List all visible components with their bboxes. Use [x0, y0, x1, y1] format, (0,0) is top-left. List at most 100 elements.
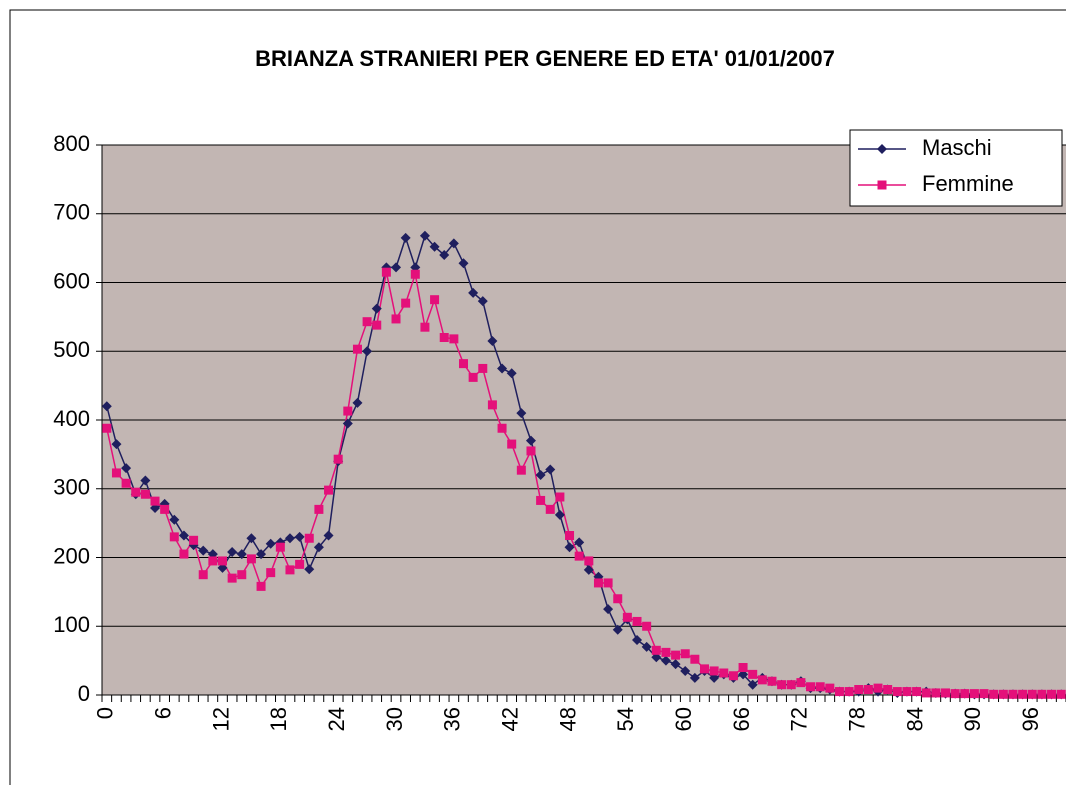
- marker: [507, 439, 517, 449]
- marker: [574, 537, 585, 548]
- marker: [111, 439, 122, 450]
- marker: [458, 258, 469, 269]
- marker: [189, 535, 199, 545]
- marker: [236, 549, 247, 560]
- legend-label: Maschi: [922, 135, 992, 160]
- y-tick-label: 400: [53, 406, 90, 431]
- x-tick-label: 6: [150, 707, 175, 719]
- marker: [584, 556, 594, 566]
- marker: [671, 650, 681, 660]
- marker: [101, 401, 112, 412]
- marker: [372, 320, 382, 330]
- marker: [256, 549, 267, 560]
- marker: [420, 322, 430, 332]
- marker: [969, 689, 979, 699]
- marker: [179, 549, 189, 559]
- marker: [430, 295, 440, 305]
- marker: [352, 397, 363, 408]
- x-tick-label: 36: [440, 707, 465, 731]
- marker: [998, 689, 1008, 699]
- legend-label: Femmine: [922, 171, 1014, 196]
- marker: [178, 530, 189, 541]
- marker: [680, 649, 690, 659]
- marker: [140, 475, 151, 486]
- marker: [459, 359, 468, 369]
- marker: [565, 531, 575, 540]
- marker: [497, 423, 507, 433]
- marker: [246, 554, 256, 564]
- marker: [160, 504, 170, 514]
- marker: [825, 683, 835, 693]
- x-tick-label: 0: [93, 707, 118, 719]
- marker: [661, 647, 671, 657]
- y-tick-label: 200: [53, 543, 90, 568]
- marker: [632, 635, 643, 645]
- x-tick-label: 24: [324, 707, 349, 731]
- marker: [487, 335, 498, 346]
- marker: [256, 581, 266, 591]
- marker: [275, 542, 285, 552]
- marker: [536, 495, 546, 505]
- marker: [921, 688, 931, 698]
- marker: [854, 685, 864, 694]
- y-tick-label: 700: [53, 200, 90, 225]
- y-tick-label: 500: [53, 337, 90, 362]
- x-tick-label: 78: [845, 707, 870, 731]
- marker: [892, 687, 902, 697]
- x-tick-label: 48: [555, 707, 580, 731]
- marker: [844, 687, 854, 697]
- marker: [545, 504, 555, 514]
- marker: [150, 496, 160, 506]
- x-tick-label: 60: [671, 707, 696, 731]
- marker: [757, 675, 767, 685]
- marker: [574, 551, 584, 561]
- marker: [583, 564, 594, 575]
- marker: [593, 578, 603, 588]
- marker: [477, 296, 488, 307]
- marker: [131, 487, 141, 497]
- marker: [680, 665, 691, 676]
- x-tick-label: 72: [787, 707, 812, 731]
- marker: [642, 621, 652, 631]
- marker: [660, 655, 671, 666]
- marker: [603, 604, 614, 615]
- marker: [314, 504, 324, 514]
- marker: [169, 532, 179, 542]
- marker: [391, 314, 401, 324]
- marker: [796, 678, 806, 688]
- marker: [294, 531, 305, 542]
- marker: [603, 578, 613, 588]
- marker: [516, 465, 526, 475]
- marker: [111, 468, 121, 478]
- marker: [767, 676, 777, 686]
- marker: [912, 687, 922, 697]
- marker: [1056, 689, 1066, 699]
- marker: [323, 530, 334, 541]
- marker: [439, 250, 450, 260]
- marker: [545, 464, 556, 475]
- marker: [535, 470, 546, 480]
- marker: [468, 287, 479, 298]
- marker: [613, 594, 623, 604]
- marker: [487, 400, 497, 410]
- x-tick-label: 84: [902, 707, 927, 731]
- marker: [883, 685, 893, 694]
- marker: [612, 624, 623, 635]
- frame: [9, 9, 1066, 785]
- marker: [873, 683, 883, 693]
- marker: [285, 565, 295, 575]
- marker: [227, 573, 237, 583]
- marker: [931, 688, 941, 698]
- marker: [343, 406, 353, 416]
- y-tick-label: 300: [53, 475, 90, 500]
- marker: [140, 489, 150, 499]
- marker: [1008, 689, 1018, 699]
- marker: [863, 685, 873, 694]
- marker: [941, 688, 950, 698]
- y-tick-label: 800: [53, 131, 90, 156]
- marker: [169, 514, 180, 525]
- marker: [641, 641, 652, 652]
- marker: [237, 570, 247, 580]
- marker: [877, 144, 887, 154]
